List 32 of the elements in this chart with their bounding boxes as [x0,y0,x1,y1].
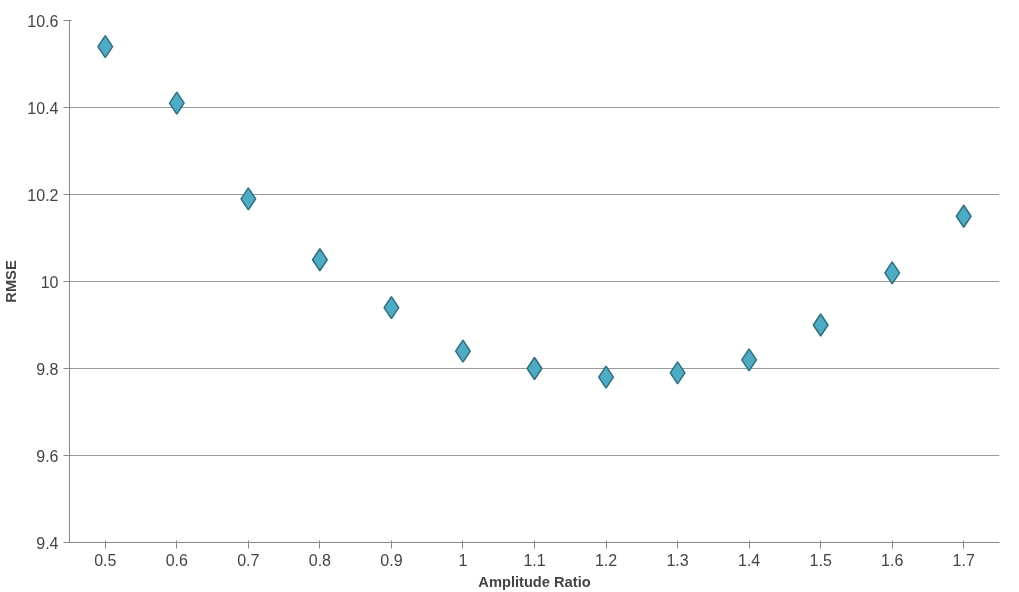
x-tick-label: 0.6 [165,551,189,569]
x-tick-label: 1.2 [594,551,618,569]
x-tick-label: 1.3 [666,551,689,569]
x-tick-label: 1.5 [809,551,832,569]
point [669,361,686,385]
point [311,248,328,272]
y-tick-label: 9.4 [36,534,59,552]
point [955,204,972,228]
x-tick-label: 0.9 [380,551,403,569]
y-tick-label: 9.6 [36,447,59,465]
x-tick-label: 0.5 [94,551,117,569]
x-tick-label: 1.1 [523,551,546,569]
x-tick-label: 1 [458,551,468,569]
point [454,339,472,363]
x-tick-label: 1.7 [952,551,975,569]
x-tick-label: 0.7 [237,551,260,569]
point [812,313,829,337]
y-tick-label: 9.8 [36,360,59,378]
point [168,91,185,115]
x-tick-label: 1.6 [881,551,904,569]
y-tick-label: 10.2 [27,186,59,204]
y-tick-label: 10 [40,273,59,291]
point [597,365,615,389]
x-axis-title: Amplitude Ratio [478,573,591,590]
y-tick-label: 10.6 [27,12,59,30]
y-tick-label: 10.4 [27,99,59,117]
point [884,261,901,285]
y-axis-title: RMSE [3,260,20,303]
x-tick-label: 1.4 [737,551,761,569]
point [741,348,758,372]
x-tick-label: 0.8 [308,551,332,569]
point [240,187,257,211]
